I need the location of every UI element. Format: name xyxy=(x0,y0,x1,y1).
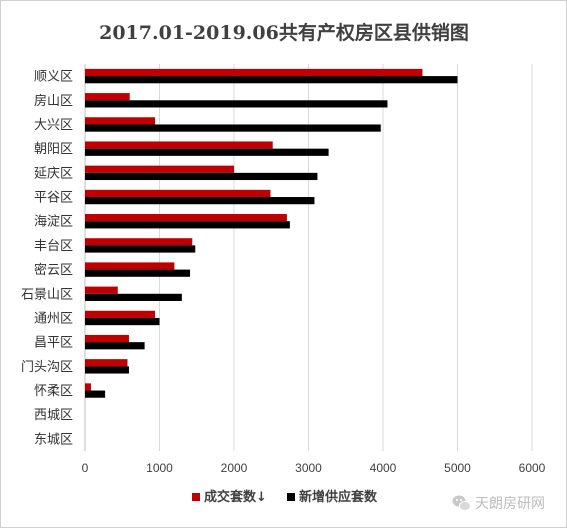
bar-deals xyxy=(85,286,118,294)
x-tick-label: 4000 xyxy=(370,461,397,475)
category-label: 通州区 xyxy=(34,311,73,326)
category-label: 朝阳区 xyxy=(34,142,73,157)
category-label: 延庆区 xyxy=(34,166,73,181)
bar-new-supply xyxy=(85,172,318,181)
category-label: 怀柔区 xyxy=(34,384,73,399)
x-tick-label: 5000 xyxy=(444,461,471,475)
category-label: 平谷区 xyxy=(34,191,73,206)
category-labels: 顺义区房山区大兴区朝阳区延庆区平谷区海淀区丰台区密云区石景山区通州区昌平区门头沟… xyxy=(21,70,73,448)
category-label: 顺义区 xyxy=(34,70,73,85)
x-tick-label: 6000 xyxy=(519,461,546,475)
category-label: 石景山区 xyxy=(21,287,73,302)
category-label: 大兴区 xyxy=(34,118,73,133)
bar-new-supply xyxy=(85,221,290,229)
x-tick-label: 3000 xyxy=(295,461,322,475)
legend-label: 新增供应套数 xyxy=(299,489,378,505)
bar-deals xyxy=(85,359,128,367)
bar-deals xyxy=(85,165,234,173)
legend-swatch xyxy=(192,493,200,501)
bar-deals xyxy=(85,93,130,101)
chart-title: 2017.01-2019.06共有产权房区县供销图 xyxy=(99,21,469,44)
category-label: 密云区 xyxy=(34,262,73,278)
category-label: 房山区 xyxy=(34,93,73,109)
bar-deals xyxy=(85,214,287,222)
category-label: 门头沟区 xyxy=(21,360,73,375)
bar-new-supply xyxy=(85,317,160,326)
bar-deals xyxy=(85,310,156,318)
bar-new-supply xyxy=(85,390,106,398)
bar-new-supply xyxy=(85,148,329,156)
category-label: 东城区 xyxy=(34,432,73,447)
watermark: 天朗房研网 xyxy=(452,495,545,512)
bar-new-supply xyxy=(85,124,381,132)
legend: 成交套数↓ 新增供应套数 xyxy=(192,489,378,505)
x-tick-label: 1000 xyxy=(146,461,173,475)
bar-new-supply xyxy=(85,366,129,374)
bar-deals xyxy=(85,383,91,391)
bar-new-supply xyxy=(85,197,315,205)
bar-deals xyxy=(85,189,271,198)
legend-label: 成交套数↓ xyxy=(204,489,267,505)
category-label: 昌平区 xyxy=(34,336,73,351)
bar-deals xyxy=(85,68,423,77)
bar-deals xyxy=(85,117,156,125)
category-label: 海淀区 xyxy=(34,215,73,230)
bar-new-supply xyxy=(85,100,388,108)
wechat-icon xyxy=(452,495,471,511)
category-label: 丰台区 xyxy=(34,239,73,254)
legend-swatch xyxy=(287,493,295,501)
bar-new-supply xyxy=(85,269,191,277)
x-tick-label: 2000 xyxy=(221,461,248,475)
bar-new-supply xyxy=(85,293,182,301)
bar-new-supply xyxy=(85,76,458,84)
bar-deals xyxy=(85,262,175,270)
category-label: 西城区 xyxy=(34,408,73,423)
x-tick-labels: 0 1000 2000 3000 4000 5000 6000 xyxy=(82,461,546,475)
bar-deals xyxy=(85,141,273,149)
x-tick-label: 0 xyxy=(82,461,89,475)
bar-new-supply xyxy=(85,342,145,350)
bar-deals xyxy=(85,238,193,246)
bar-deals xyxy=(85,334,129,343)
bar-new-supply xyxy=(85,245,196,253)
bars xyxy=(85,68,458,398)
watermark-text: 天朗房研网 xyxy=(475,496,545,512)
